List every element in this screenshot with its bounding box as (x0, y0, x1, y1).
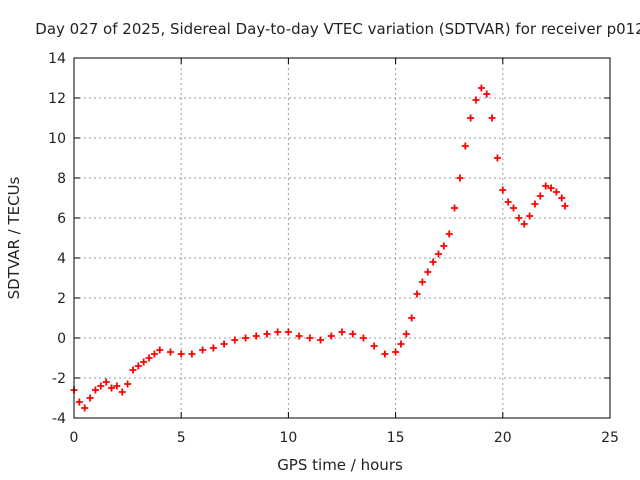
data-point (75, 398, 83, 406)
data-point (166, 348, 174, 356)
data-point (295, 332, 303, 340)
data-point (124, 380, 132, 388)
data-point (472, 96, 480, 104)
data-point (510, 204, 518, 212)
data-point (477, 84, 485, 92)
data-point (113, 382, 121, 390)
data-point (461, 142, 469, 150)
data-point (140, 358, 148, 366)
data-point (199, 346, 207, 354)
data-point (97, 382, 105, 390)
x-tick-label: 0 (70, 430, 79, 446)
data-point (306, 334, 314, 342)
data-point (561, 202, 569, 210)
plot-frame (73, 57, 611, 419)
data-point (102, 378, 110, 386)
x-tick-label: 10 (279, 430, 297, 446)
x-tick-label: 15 (387, 430, 405, 446)
data-point (242, 334, 250, 342)
data-point (108, 384, 116, 392)
data-point (370, 342, 378, 350)
data-point (359, 334, 367, 342)
data-markers (70, 84, 569, 412)
data-point (418, 278, 426, 286)
data-point (483, 90, 491, 98)
y-tick-label: 12 (48, 91, 66, 107)
data-point (392, 348, 400, 356)
data-point (81, 404, 89, 412)
data-point (526, 212, 534, 220)
data-point (327, 332, 335, 340)
x-tick-label: 20 (494, 430, 512, 446)
data-point (467, 114, 475, 122)
data-point (188, 350, 196, 358)
data-point (558, 194, 566, 202)
y-tick-label: 14 (48, 51, 66, 67)
data-point (231, 336, 239, 344)
y-tick-label: 6 (57, 211, 66, 227)
data-point (145, 354, 153, 362)
data-point (536, 192, 544, 200)
data-point (531, 200, 539, 208)
data-point (118, 388, 126, 396)
y-tick-label: -2 (52, 371, 66, 387)
data-point (381, 350, 389, 358)
y-tick-label: 4 (57, 251, 66, 267)
data-point (445, 230, 453, 238)
data-point (274, 328, 282, 336)
data-point (402, 330, 410, 338)
data-point (317, 336, 325, 344)
data-point (520, 220, 528, 228)
data-point (488, 114, 496, 122)
y-tick-label: 8 (57, 171, 66, 187)
data-point (338, 328, 346, 336)
x-tick-label: 5 (177, 430, 186, 446)
chart-grid (74, 58, 610, 418)
data-point (177, 350, 185, 358)
data-point (542, 182, 550, 190)
data-point (150, 350, 158, 358)
data-point (134, 362, 142, 370)
data-point (86, 394, 94, 402)
data-point (263, 330, 271, 338)
data-point (413, 290, 421, 298)
data-point (515, 214, 523, 222)
data-point (499, 186, 507, 194)
data-point (552, 188, 560, 196)
data-point (156, 346, 164, 354)
data-point (220, 340, 228, 348)
y-tick-label: -4 (52, 411, 66, 427)
y-tick-label: 10 (48, 131, 66, 147)
data-point (504, 198, 512, 206)
data-point (91, 386, 99, 394)
data-point (440, 242, 448, 250)
data-point (429, 258, 437, 266)
data-point (434, 250, 442, 258)
y-tick-label: 0 (57, 331, 66, 347)
data-point (284, 328, 292, 336)
x-axis-label: GPS time / hours (277, 456, 403, 474)
data-point (493, 154, 501, 162)
data-point (209, 344, 217, 352)
y-axis-ticks: -4 -2 0 2 4 6 8 10 12 14 (48, 51, 610, 427)
x-tick-label: 25 (601, 430, 619, 446)
data-point (252, 332, 260, 340)
data-point (397, 340, 405, 348)
data-point (456, 174, 464, 182)
data-point (424, 268, 432, 276)
chart-title: Day 027 of 2025, Sidereal Day-to-day VTE… (35, 20, 640, 38)
data-point (547, 184, 555, 192)
data-point (349, 330, 357, 338)
x-axis-ticks: 0 5 10 15 20 25 (70, 58, 619, 446)
data-point (129, 366, 137, 374)
y-tick-label: 2 (57, 291, 66, 307)
data-point (451, 204, 459, 212)
y-axis-label: SDTVAR / TECUs (5, 176, 23, 299)
data-point (408, 314, 416, 322)
